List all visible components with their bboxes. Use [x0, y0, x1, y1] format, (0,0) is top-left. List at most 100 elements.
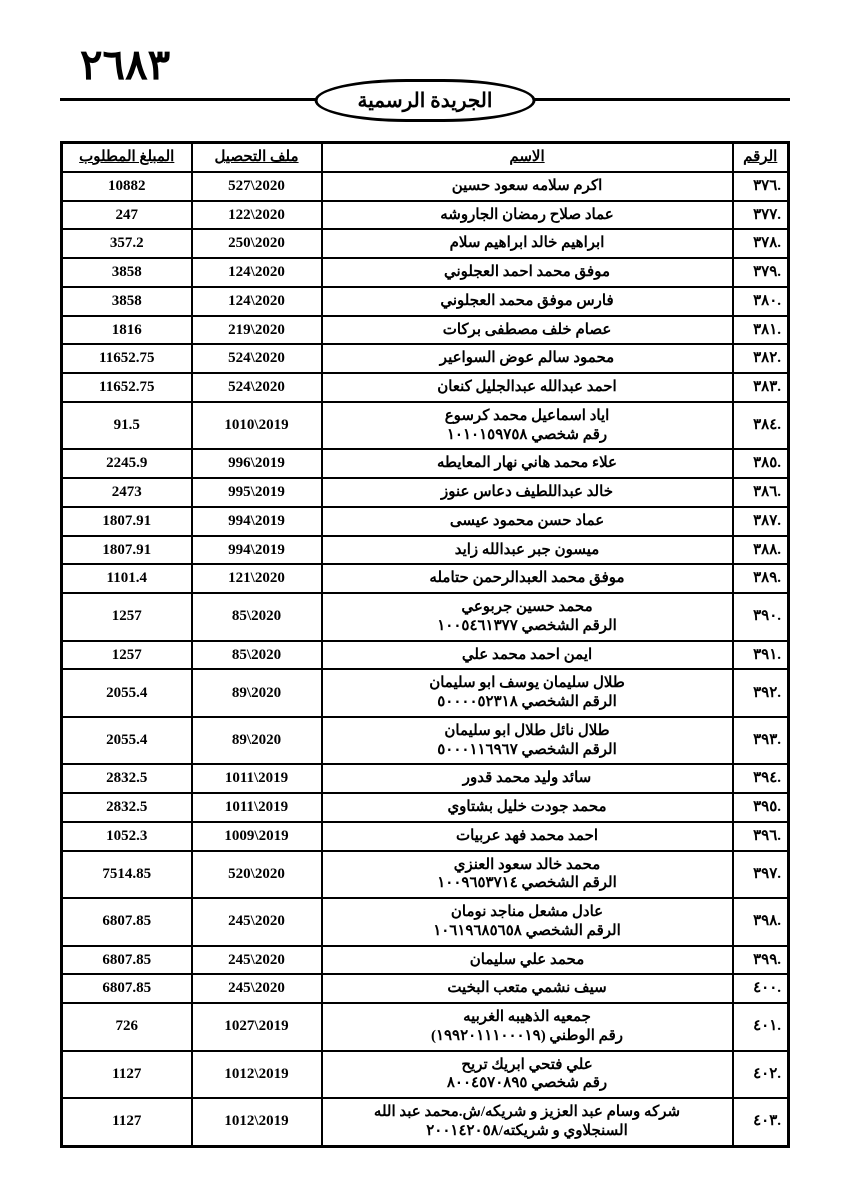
row-name-sub: رقم شخصي ٨٠٠٤٥٧٠٨٩٥	[329, 1074, 726, 1093]
row-amount: 726	[62, 1003, 192, 1051]
row-name: محمد جودت خليل بشتاوي	[322, 793, 733, 822]
row-name: علي فتحي ابريك تريحرقم شخصي ٨٠٠٤٥٧٠٨٩٥	[322, 1051, 733, 1099]
row-name: احمد عبدالله عبدالجليل كنعان	[322, 373, 733, 402]
row-number: .٣٩٨	[733, 898, 789, 946]
row-number: .٣٩٦	[733, 822, 789, 851]
row-name: اكرم سلامه سعود حسين	[322, 172, 733, 201]
row-name: خالد عبداللطيف دعاس عنوز	[322, 478, 733, 507]
row-name: عماد صلاح رمضان الجاروشه	[322, 201, 733, 230]
row-name: جمعيه الذهيبه الغربيهرقم الوطني (١٩٩٢٠١١…	[322, 1003, 733, 1051]
table-row: .٣٩٨عادل مشعل مناجد نومانالرقم الشخصي ١٠…	[62, 898, 789, 946]
col-header-file: ملف التحصيل	[192, 143, 322, 172]
row-name-main: سائد وليد محمد قدور	[329, 769, 726, 788]
header-rule: الجريدة الرسمية	[60, 98, 790, 101]
row-amount: 2832.5	[62, 764, 192, 793]
row-amount: 2832.5	[62, 793, 192, 822]
row-name-main: علاء محمد هاني نهار المعايطه	[329, 454, 726, 473]
row-name-main: احمد عبدالله عبدالجليل كنعان	[329, 378, 726, 397]
row-name-main: سيف نشمي متعب البخيت	[329, 979, 726, 998]
row-amount: 1807.91	[62, 507, 192, 536]
row-name-main: اكرم سلامه سعود حسين	[329, 177, 726, 196]
row-name-main: شركه وسام عبد العزيز و شريكه/ش.محمد عبد …	[329, 1103, 726, 1122]
row-name: محمد حسين جربوعيالرقم الشخصي ١٠٠٥٤٦١٣٧٧	[322, 593, 733, 641]
row-file: 520\2020	[192, 851, 322, 899]
table-row: .٣٧٩موفق محمد احمد العجلوني124\20203858	[62, 258, 789, 287]
row-number: .٤٠٠	[733, 974, 789, 1003]
table-row: .٣٧٧عماد صلاح رمضان الجاروشه122\2020247	[62, 201, 789, 230]
row-name-main: موفق محمد احمد العجلوني	[329, 263, 726, 282]
row-amount: 1101.4	[62, 564, 192, 593]
table-row: .٣٩٠محمد حسين جربوعيالرقم الشخصي ١٠٠٥٤٦١…	[62, 593, 789, 641]
row-number: .٣٨٣	[733, 373, 789, 402]
row-number: .٤٠٣	[733, 1098, 789, 1146]
table-row: .٤٠٠سيف نشمي متعب البخيت245\20206807.85	[62, 974, 789, 1003]
table-row: .٣٩٣طلال نائل طلال ابو سليمانالرقم الشخص…	[62, 717, 789, 765]
row-name-main: ميسون جبر عبدالله زايد	[329, 541, 726, 560]
row-name-main: احمد محمد فهد عربيات	[329, 827, 726, 846]
row-name-sub: الرقم الشخصي ٥٠٠٠٠٥٢٣١٨	[329, 693, 726, 712]
row-number: .٣٩١	[733, 641, 789, 670]
row-name-main: اياد اسماعيل محمد كرسوع	[329, 407, 726, 426]
row-number: .٣٨٤	[733, 402, 789, 450]
row-number: .٣٧٧	[733, 201, 789, 230]
table-row: .٣٧٦اكرم سلامه سعود حسين527\202010882	[62, 172, 789, 201]
table-row: .٣٨٢محمود سالم عوض السواعير524\202011652…	[62, 344, 789, 373]
row-name-sub: رقم الوطني (١٩٩٢٠١١١٠٠٠١٩)	[329, 1027, 726, 1046]
table-row: .٣٩٢طلال سليمان يوسف ابو سليمانالرقم الش…	[62, 669, 789, 717]
col-header-name: الاسم	[322, 143, 733, 172]
row-number: .٣٩٢	[733, 669, 789, 717]
row-file: 1009\2019	[192, 822, 322, 851]
row-name-sub: الرقم الشخصي ١٠٠٩٦٥٣٧١٤	[329, 874, 726, 893]
row-file: 219\2020	[192, 316, 322, 345]
row-name-main: ايمن احمد محمد علي	[329, 646, 726, 665]
row-file: 245\2020	[192, 974, 322, 1003]
table-row: .٣٨٧عماد حسن محمود عيسى994\20191807.91	[62, 507, 789, 536]
row-file: 1011\2019	[192, 793, 322, 822]
table-row: .٣٩٦احمد محمد فهد عربيات1009\20191052.3	[62, 822, 789, 851]
table-row: .٣٧٨ابراهيم خالد ابراهيم سلام250\2020357…	[62, 229, 789, 258]
row-number: .٣٨٩	[733, 564, 789, 593]
row-name-main: محمد حسين جربوعي	[329, 598, 726, 617]
row-file: 994\2019	[192, 507, 322, 536]
row-name: محمود سالم عوض السواعير	[322, 344, 733, 373]
row-number: .٣٨٢	[733, 344, 789, 373]
row-number: .٣٩٩	[733, 946, 789, 975]
table-row: .٣٩٩محمد علي سليمان245\20206807.85	[62, 946, 789, 975]
row-amount: 3858	[62, 287, 192, 316]
row-name-main: عادل مشعل مناجد نومان	[329, 903, 726, 922]
row-number: .٣٨٠	[733, 287, 789, 316]
row-file: 245\2020	[192, 946, 322, 975]
col-header-amount: المبلغ المطلوب	[62, 143, 192, 172]
row-name-main: طلال نائل طلال ابو سليمان	[329, 722, 726, 741]
row-file: 1011\2019	[192, 764, 322, 793]
row-file: 124\2020	[192, 258, 322, 287]
table-row: .٣٨٦خالد عبداللطيف دعاس عنوز995\20192473	[62, 478, 789, 507]
row-name-main: جمعيه الذهيبه الغربيه	[329, 1008, 726, 1027]
row-name-main: محمد جودت خليل بشتاوي	[329, 798, 726, 817]
row-name-main: موفق محمد العبدالرحمن حتامله	[329, 569, 726, 588]
row-amount: 91.5	[62, 402, 192, 450]
table-row: .٤٠٣ شركه وسام عبد العزيز و شريكه/ش.محمد …	[62, 1098, 789, 1146]
row-file: 996\2019	[192, 449, 322, 478]
row-number: .٣٩٥	[733, 793, 789, 822]
table-row: .٣٨٥ علاء محمد هاني نهار المعايطه 996\2019…	[62, 449, 789, 478]
row-amount: 6807.85	[62, 898, 192, 946]
row-file: 245\2020	[192, 898, 322, 946]
row-file: 124\2020	[192, 287, 322, 316]
row-number: .٣٨٥	[733, 449, 789, 478]
row-number: .٣٧٩	[733, 258, 789, 287]
row-number: .٣٩٣	[733, 717, 789, 765]
row-file: 1010\2019	[192, 402, 322, 450]
row-amount: 2473	[62, 478, 192, 507]
row-name-main: علي فتحي ابريك تريح	[329, 1056, 726, 1075]
row-amount: 2245.9	[62, 449, 192, 478]
row-name: ايمن احمد محمد علي	[322, 641, 733, 670]
row-name: طلال نائل طلال ابو سليمانالرقم الشخصي ٥٠…	[322, 717, 733, 765]
row-file: 122\2020	[192, 201, 322, 230]
row-amount: 1257	[62, 593, 192, 641]
row-name: شركه وسام عبد العزيز و شريكه/ش.محمد عبد …	[322, 1098, 733, 1146]
row-name: ميسون جبر عبدالله زايد	[322, 536, 733, 565]
row-file: 85\2020	[192, 593, 322, 641]
row-number: .٤٠٢	[733, 1051, 789, 1099]
col-header-num: الرقم	[733, 143, 789, 172]
